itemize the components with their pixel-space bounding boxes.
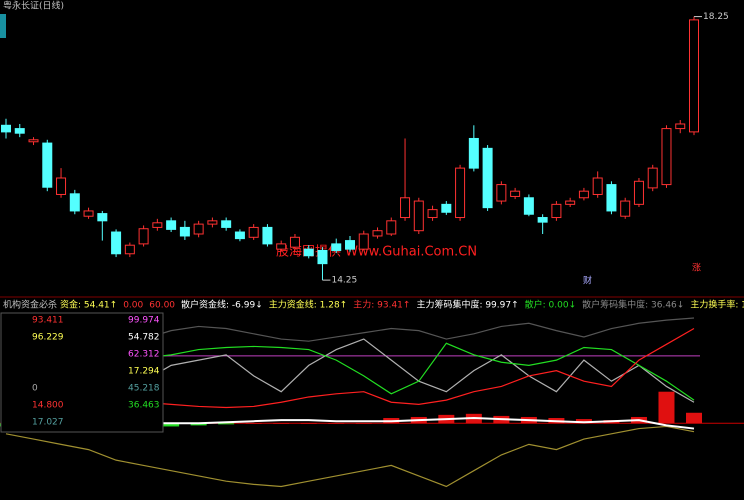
candle-body <box>28 139 39 143</box>
candle-body <box>1 124 11 133</box>
candle-body <box>193 223 204 235</box>
readout-value: 0 <box>32 384 38 394</box>
low-label: 14.25 <box>331 276 357 286</box>
candle-body <box>689 19 699 133</box>
indicator-value: 主力: 93.41↑ <box>353 299 410 311</box>
candle-body <box>510 190 521 197</box>
side-marker <box>0 14 6 38</box>
candle-body <box>606 184 617 212</box>
candle-body <box>441 203 452 213</box>
bar <box>328 423 345 424</box>
candle-body <box>207 220 218 225</box>
bar <box>575 419 592 424</box>
candle-body <box>166 220 177 230</box>
indicator-line <box>5 425 695 488</box>
readout-value: 36.463 <box>128 401 160 411</box>
candle-body <box>358 233 369 250</box>
candle-body <box>14 128 25 134</box>
high-label: 18.25 <box>703 12 729 22</box>
candle-body <box>83 210 94 217</box>
candle-body <box>152 222 163 228</box>
bar <box>273 423 290 424</box>
indicator-value: 资金: 54.41↑ <box>60 299 117 311</box>
fin-badge: 财 <box>583 275 592 287</box>
candle-body <box>262 226 273 245</box>
candle-body <box>111 231 122 255</box>
bar <box>658 391 675 424</box>
readout-value: 93.411 <box>32 316 64 326</box>
candle-body <box>289 236 300 248</box>
readout-value: 14.800 <box>32 401 64 411</box>
candle-body <box>455 167 466 219</box>
bar <box>686 412 702 424</box>
indicator-value: 主力资金线: 1.28↑ <box>269 299 347 311</box>
candle-body <box>221 220 232 228</box>
candle-body <box>468 137 479 169</box>
candle-body <box>578 190 589 199</box>
candle-body <box>234 231 245 240</box>
bar <box>355 423 372 424</box>
candle-body <box>345 240 355 250</box>
candle-body <box>592 177 603 195</box>
indicator-value: 散户筹码集中度: 36.46↓ <box>582 299 684 311</box>
indicator-value: 散户资金线: -6.99↓ <box>181 299 263 311</box>
candle-body <box>97 213 108 222</box>
indicator-value: 0.00 <box>123 301 143 311</box>
candle-body <box>413 200 424 232</box>
bar <box>300 423 317 424</box>
readout-value: 54.782 <box>128 333 160 343</box>
candle-body <box>317 249 328 265</box>
indicator-value: 60.00 <box>149 301 175 311</box>
readout-value: 17.294 <box>128 367 160 377</box>
candle-body <box>661 128 672 186</box>
bar <box>190 423 207 426</box>
candle-body <box>633 180 644 205</box>
candle-body <box>551 203 562 219</box>
candle-body <box>276 243 287 250</box>
candle-body <box>482 147 493 209</box>
readout-value: 45.218 <box>128 384 160 394</box>
bar <box>245 423 262 424</box>
bar <box>163 423 180 427</box>
candle-body <box>400 197 411 219</box>
readout-value: 96.229 <box>32 333 64 343</box>
candle-body <box>138 228 149 245</box>
candle-body <box>647 167 658 189</box>
readout-box <box>0 312 164 433</box>
up-badge: 涨 <box>692 263 701 274</box>
candle-body <box>56 177 67 195</box>
candle-body <box>386 220 397 235</box>
indicator-name: 机构资金必杀 <box>3 299 57 311</box>
candle-body <box>42 142 53 188</box>
candle-body <box>303 248 314 257</box>
indicator-value: 主力筹码集中度: 99.97↑ <box>416 299 518 311</box>
candle-body <box>372 230 383 237</box>
candle-body <box>179 226 190 237</box>
readout-value: 99.974 <box>128 316 160 326</box>
candle-body <box>331 243 342 251</box>
candle-body <box>427 209 438 219</box>
bar <box>218 423 235 425</box>
candle-body <box>565 200 576 205</box>
indicator-value: 主力换手率: 17.29↑ <box>690 299 744 311</box>
readout-value: 62.312 <box>128 350 160 360</box>
candle-body <box>537 217 548 223</box>
indicator-value: 散户: 0.00↓ <box>525 299 576 311</box>
candle-body <box>69 193 80 212</box>
candle-body <box>620 200 631 217</box>
readout-value: 17.027 <box>32 418 64 428</box>
candle-body <box>124 244 135 255</box>
chart-title: 粤永长证(日线) <box>3 0 64 12</box>
candle-body <box>248 226 259 238</box>
candle-body <box>523 197 534 215</box>
candle-body <box>496 184 507 202</box>
candle-body <box>675 123 686 130</box>
